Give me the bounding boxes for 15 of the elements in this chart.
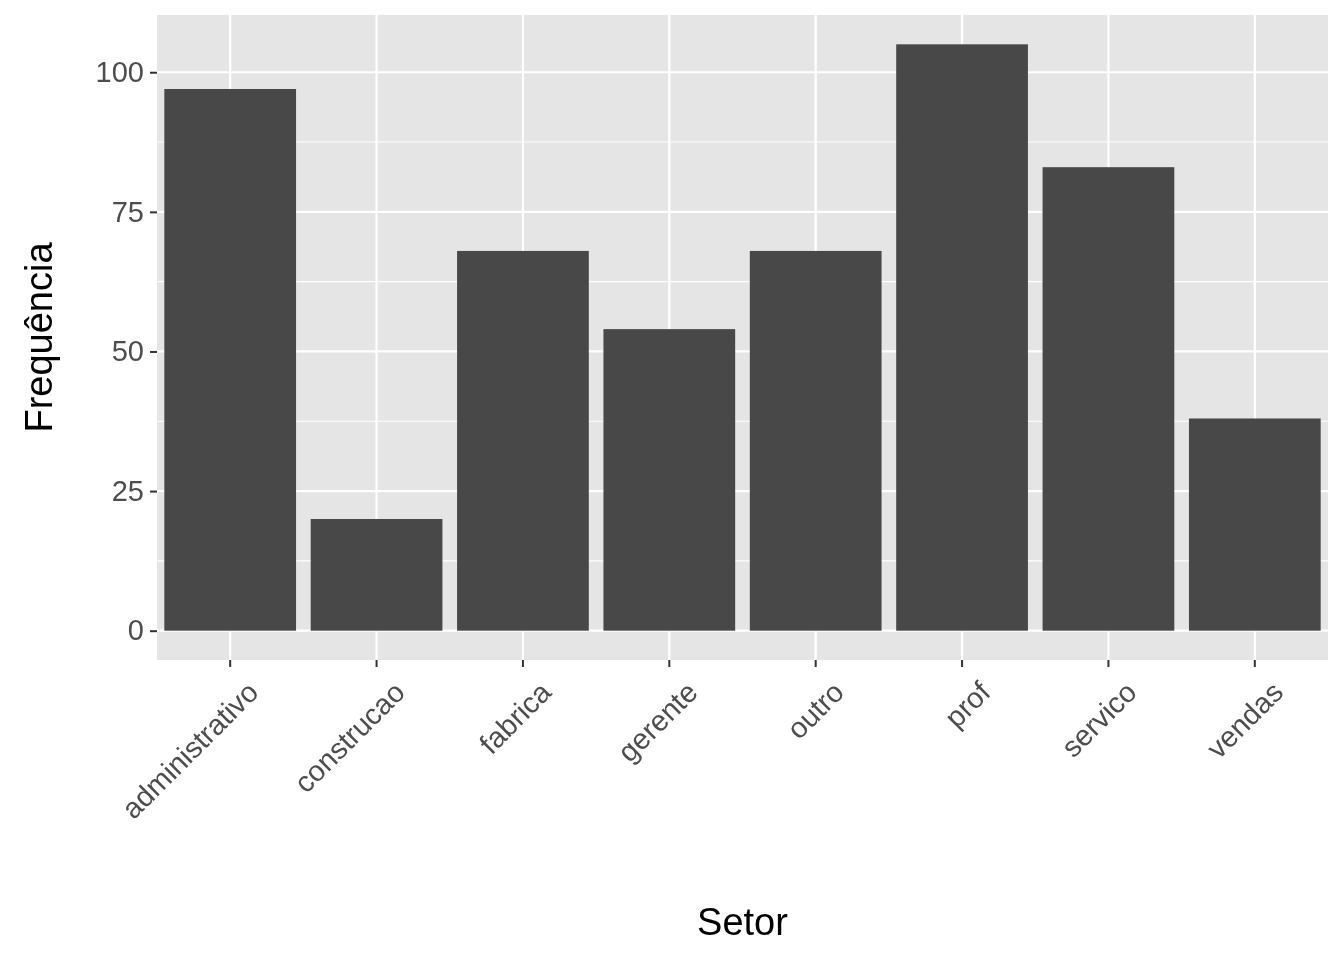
y-tick-label: 50 [111,335,144,368]
bar [603,329,736,631]
bar [749,250,882,631]
x-axis-title: Setor [697,901,789,943]
bar [1042,167,1175,631]
bar [896,44,1028,631]
y-tick-label: 75 [111,195,144,228]
y-tick-label: 100 [95,56,144,89]
bar [310,518,443,631]
bar [164,88,297,631]
bar [457,250,589,631]
y-axis-title: Frequência [18,241,60,433]
y-tick-label: 25 [111,474,144,507]
bar [1188,418,1321,631]
y-tick-label: 0 [127,614,144,647]
